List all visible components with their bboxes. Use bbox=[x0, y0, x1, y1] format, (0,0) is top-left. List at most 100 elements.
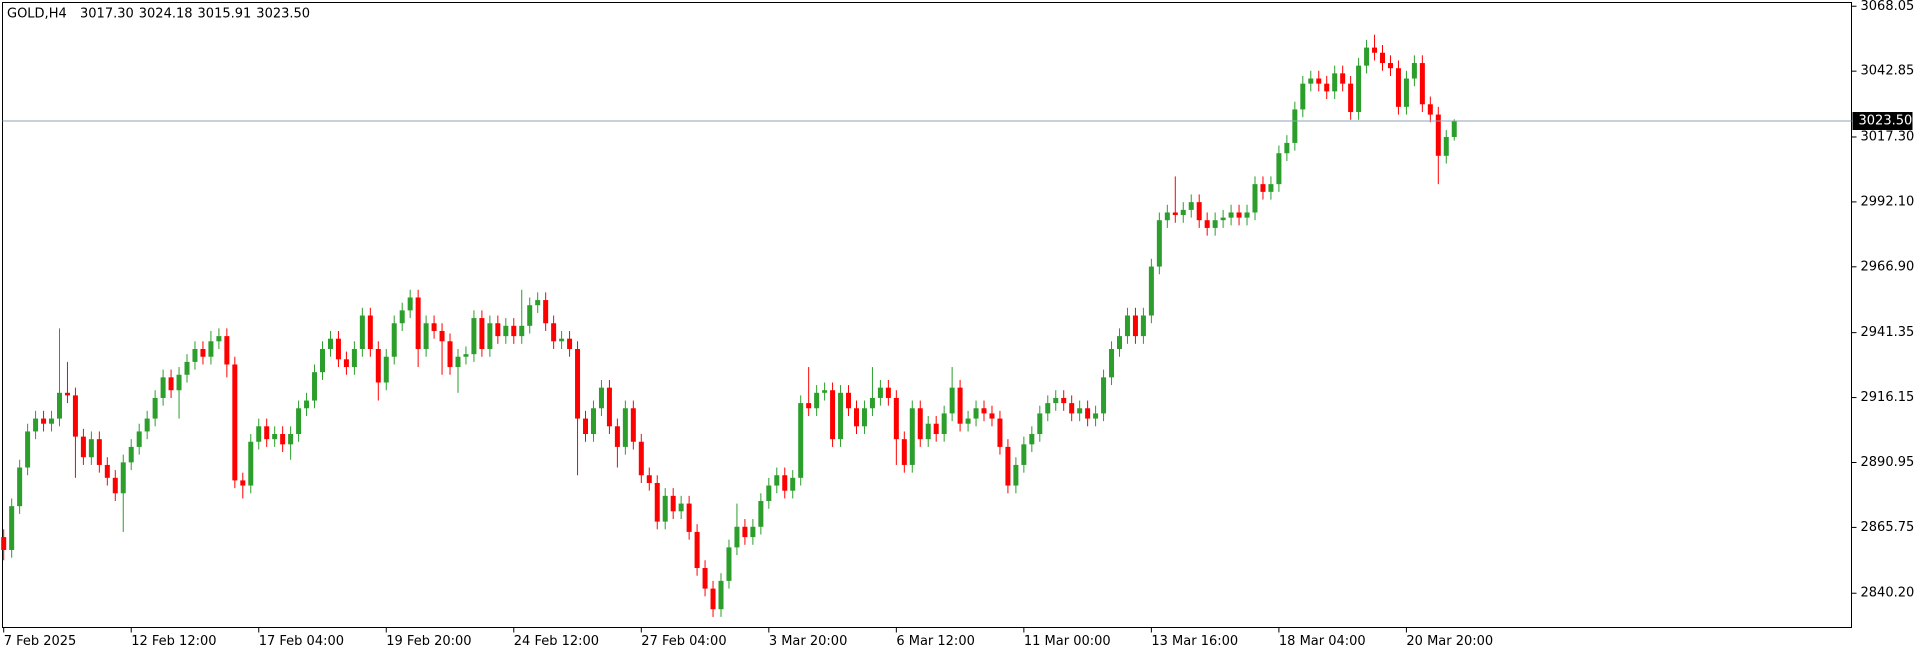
price-box bbox=[1852, 112, 1913, 131]
candle-body bbox=[184, 361, 190, 375]
candle-body bbox=[1156, 220, 1162, 267]
candle-body bbox=[168, 377, 174, 391]
candle-body bbox=[120, 462, 126, 494]
candle-body bbox=[232, 364, 238, 481]
candle-body bbox=[1053, 397, 1059, 404]
x-tick-label: 24 Feb 12:00 bbox=[514, 634, 599, 649]
candle-body bbox=[399, 310, 405, 324]
candle-body bbox=[431, 323, 437, 331]
candle-body bbox=[280, 434, 286, 445]
candle-body bbox=[41, 418, 47, 424]
candle-body bbox=[1380, 52, 1386, 64]
candle-body bbox=[718, 580, 724, 610]
y-tick-label: 2865.75 bbox=[1861, 520, 1915, 535]
x-tick-label: 11 Mar 00:00 bbox=[1024, 634, 1111, 649]
symbol-label: GOLD,H4 bbox=[7, 7, 67, 22]
candle-body bbox=[917, 408, 923, 440]
candle-body bbox=[1196, 202, 1202, 221]
candle-body bbox=[264, 426, 270, 440]
candle-body bbox=[1117, 336, 1122, 350]
x-tick-label: 18 Mar 04:00 bbox=[1279, 634, 1366, 649]
candle-body bbox=[551, 323, 557, 342]
candle-body bbox=[853, 408, 859, 427]
candle-body bbox=[1356, 65, 1362, 112]
candle-body bbox=[455, 356, 461, 368]
candle-body bbox=[1451, 121, 1457, 137]
candle-body bbox=[798, 403, 804, 478]
candle-body bbox=[216, 336, 222, 342]
candle-body bbox=[479, 318, 485, 350]
candle-body bbox=[965, 418, 971, 424]
candle-body bbox=[1188, 202, 1194, 210]
candle-body bbox=[17, 467, 23, 507]
candle-body bbox=[559, 338, 565, 342]
candle-body bbox=[343, 359, 349, 368]
candle-body bbox=[527, 305, 533, 326]
x-tick-label: 13 Mar 16:00 bbox=[1151, 634, 1238, 649]
candle-body bbox=[1013, 464, 1019, 486]
candle-body bbox=[383, 356, 389, 383]
x-tick-label: 17 Feb 04:00 bbox=[259, 634, 344, 649]
candle-body bbox=[327, 338, 333, 350]
candle-body bbox=[312, 372, 318, 401]
y-tick-label: 2840.20 bbox=[1861, 586, 1915, 601]
candle-body bbox=[1069, 403, 1075, 414]
candle-body bbox=[1435, 114, 1441, 156]
candle-body bbox=[750, 526, 756, 538]
header: GOLD,H4 bbox=[7, 7, 67, 22]
candle-body bbox=[1172, 212, 1178, 216]
candle-body bbox=[423, 323, 429, 350]
candle-body bbox=[152, 397, 158, 419]
candle-body bbox=[72, 395, 78, 437]
y-tick-label: 2890.95 bbox=[1861, 455, 1915, 470]
candle-body bbox=[136, 431, 142, 447]
candle-body bbox=[367, 315, 373, 350]
candle-body bbox=[1132, 315, 1138, 337]
candle-body bbox=[1260, 184, 1266, 192]
candle-body bbox=[49, 418, 55, 424]
candle-body bbox=[1411, 63, 1417, 79]
candle-body bbox=[1109, 349, 1115, 378]
candle-body bbox=[758, 501, 764, 527]
candle-body bbox=[678, 503, 684, 512]
candle-body bbox=[734, 526, 740, 548]
candle-body bbox=[606, 387, 612, 427]
candle-body bbox=[375, 349, 381, 383]
candle-body bbox=[1244, 212, 1250, 218]
candle-body bbox=[240, 480, 246, 486]
candle-body bbox=[869, 397, 875, 409]
candle-body bbox=[774, 475, 780, 486]
x-tick-label: 20 Mar 20:00 bbox=[1406, 634, 1493, 649]
candle-body bbox=[981, 408, 987, 414]
candle-body bbox=[80, 436, 86, 458]
candle-body bbox=[208, 341, 214, 357]
candle-body bbox=[1085, 408, 1091, 419]
candle-body bbox=[439, 330, 445, 342]
candle-body bbox=[1045, 403, 1051, 414]
candle-body bbox=[1164, 212, 1170, 221]
candle-body bbox=[598, 387, 604, 409]
candle-body bbox=[192, 349, 198, 362]
candle-body bbox=[1220, 217, 1226, 221]
y-tick-label: 2941.35 bbox=[1861, 325, 1915, 340]
candle-body bbox=[9, 506, 15, 550]
candle-body bbox=[901, 439, 907, 465]
candle-body bbox=[567, 338, 573, 350]
candle-body bbox=[646, 475, 652, 483]
y-tick-label: 2966.90 bbox=[1861, 259, 1915, 274]
candles bbox=[1, 34, 1457, 617]
candle-body bbox=[1236, 212, 1242, 218]
candle-body bbox=[1372, 47, 1378, 53]
candle-body bbox=[1276, 153, 1282, 185]
candle-body bbox=[33, 418, 39, 432]
candle-body bbox=[1316, 78, 1322, 84]
candle-body bbox=[1395, 68, 1401, 107]
candle-body bbox=[702, 567, 708, 589]
candle-body bbox=[391, 323, 397, 357]
candle-body bbox=[925, 423, 931, 440]
candle-body bbox=[88, 439, 94, 458]
x-tick-label: 27 Feb 04:00 bbox=[641, 634, 726, 649]
candle-body bbox=[519, 325, 525, 337]
candle-body bbox=[1140, 315, 1146, 337]
